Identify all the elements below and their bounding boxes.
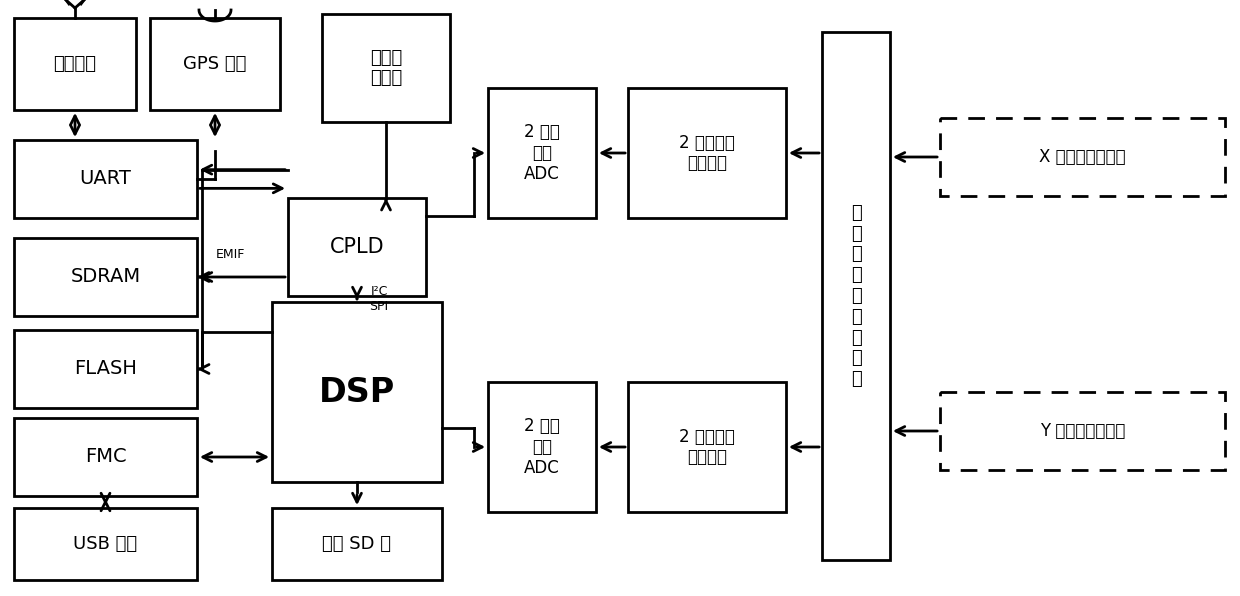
Bar bbox=[822, 32, 890, 560]
Bar bbox=[14, 140, 197, 218]
Text: UART: UART bbox=[79, 169, 131, 188]
Text: 内置 SD 卡: 内置 SD 卡 bbox=[322, 535, 392, 553]
Text: I²C
SPI: I²C SPI bbox=[370, 285, 388, 313]
Bar bbox=[489, 88, 596, 218]
Text: 2 通道
低速
ADC: 2 通道 低速 ADC bbox=[525, 123, 560, 183]
Text: 2 通道高频
信号调理: 2 通道高频 信号调理 bbox=[680, 427, 735, 467]
Bar bbox=[272, 302, 441, 482]
Text: DSP: DSP bbox=[319, 375, 396, 408]
Bar bbox=[14, 18, 136, 110]
Bar bbox=[940, 392, 1225, 470]
Bar bbox=[322, 14, 450, 122]
Text: 二
通
道
输
入
保
护
电
路: 二 通 道 输 入 保 护 电 路 bbox=[851, 204, 862, 388]
Text: 2 通道
高速
ADC: 2 通道 高速 ADC bbox=[525, 417, 560, 477]
Text: FLASH: FLASH bbox=[74, 359, 136, 378]
Text: CPLD: CPLD bbox=[330, 237, 384, 257]
Bar bbox=[14, 508, 197, 580]
Text: 无线模块: 无线模块 bbox=[53, 55, 97, 73]
Bar bbox=[288, 198, 427, 296]
Text: USB 接口: USB 接口 bbox=[73, 535, 138, 553]
Text: Y 方向电场传感器: Y 方向电场传感器 bbox=[1040, 422, 1125, 440]
Bar bbox=[627, 382, 786, 512]
Text: 2 通道低频
信号调理: 2 通道低频 信号调理 bbox=[680, 134, 735, 172]
Text: EMIF: EMIF bbox=[216, 247, 246, 260]
Bar bbox=[14, 418, 197, 496]
Bar bbox=[940, 118, 1225, 196]
Bar bbox=[14, 330, 197, 408]
Bar bbox=[627, 88, 786, 218]
Text: FMC: FMC bbox=[84, 448, 126, 467]
Text: 电源变
换电路: 电源变 换电路 bbox=[370, 49, 402, 88]
Bar bbox=[150, 18, 280, 110]
Text: SDRAM: SDRAM bbox=[71, 268, 140, 287]
Text: X 方向电场传感器: X 方向电场传感器 bbox=[1039, 148, 1126, 166]
Bar bbox=[272, 508, 441, 580]
Text: GPS 模块: GPS 模块 bbox=[184, 55, 247, 73]
Bar bbox=[489, 382, 596, 512]
Bar bbox=[14, 238, 197, 316]
